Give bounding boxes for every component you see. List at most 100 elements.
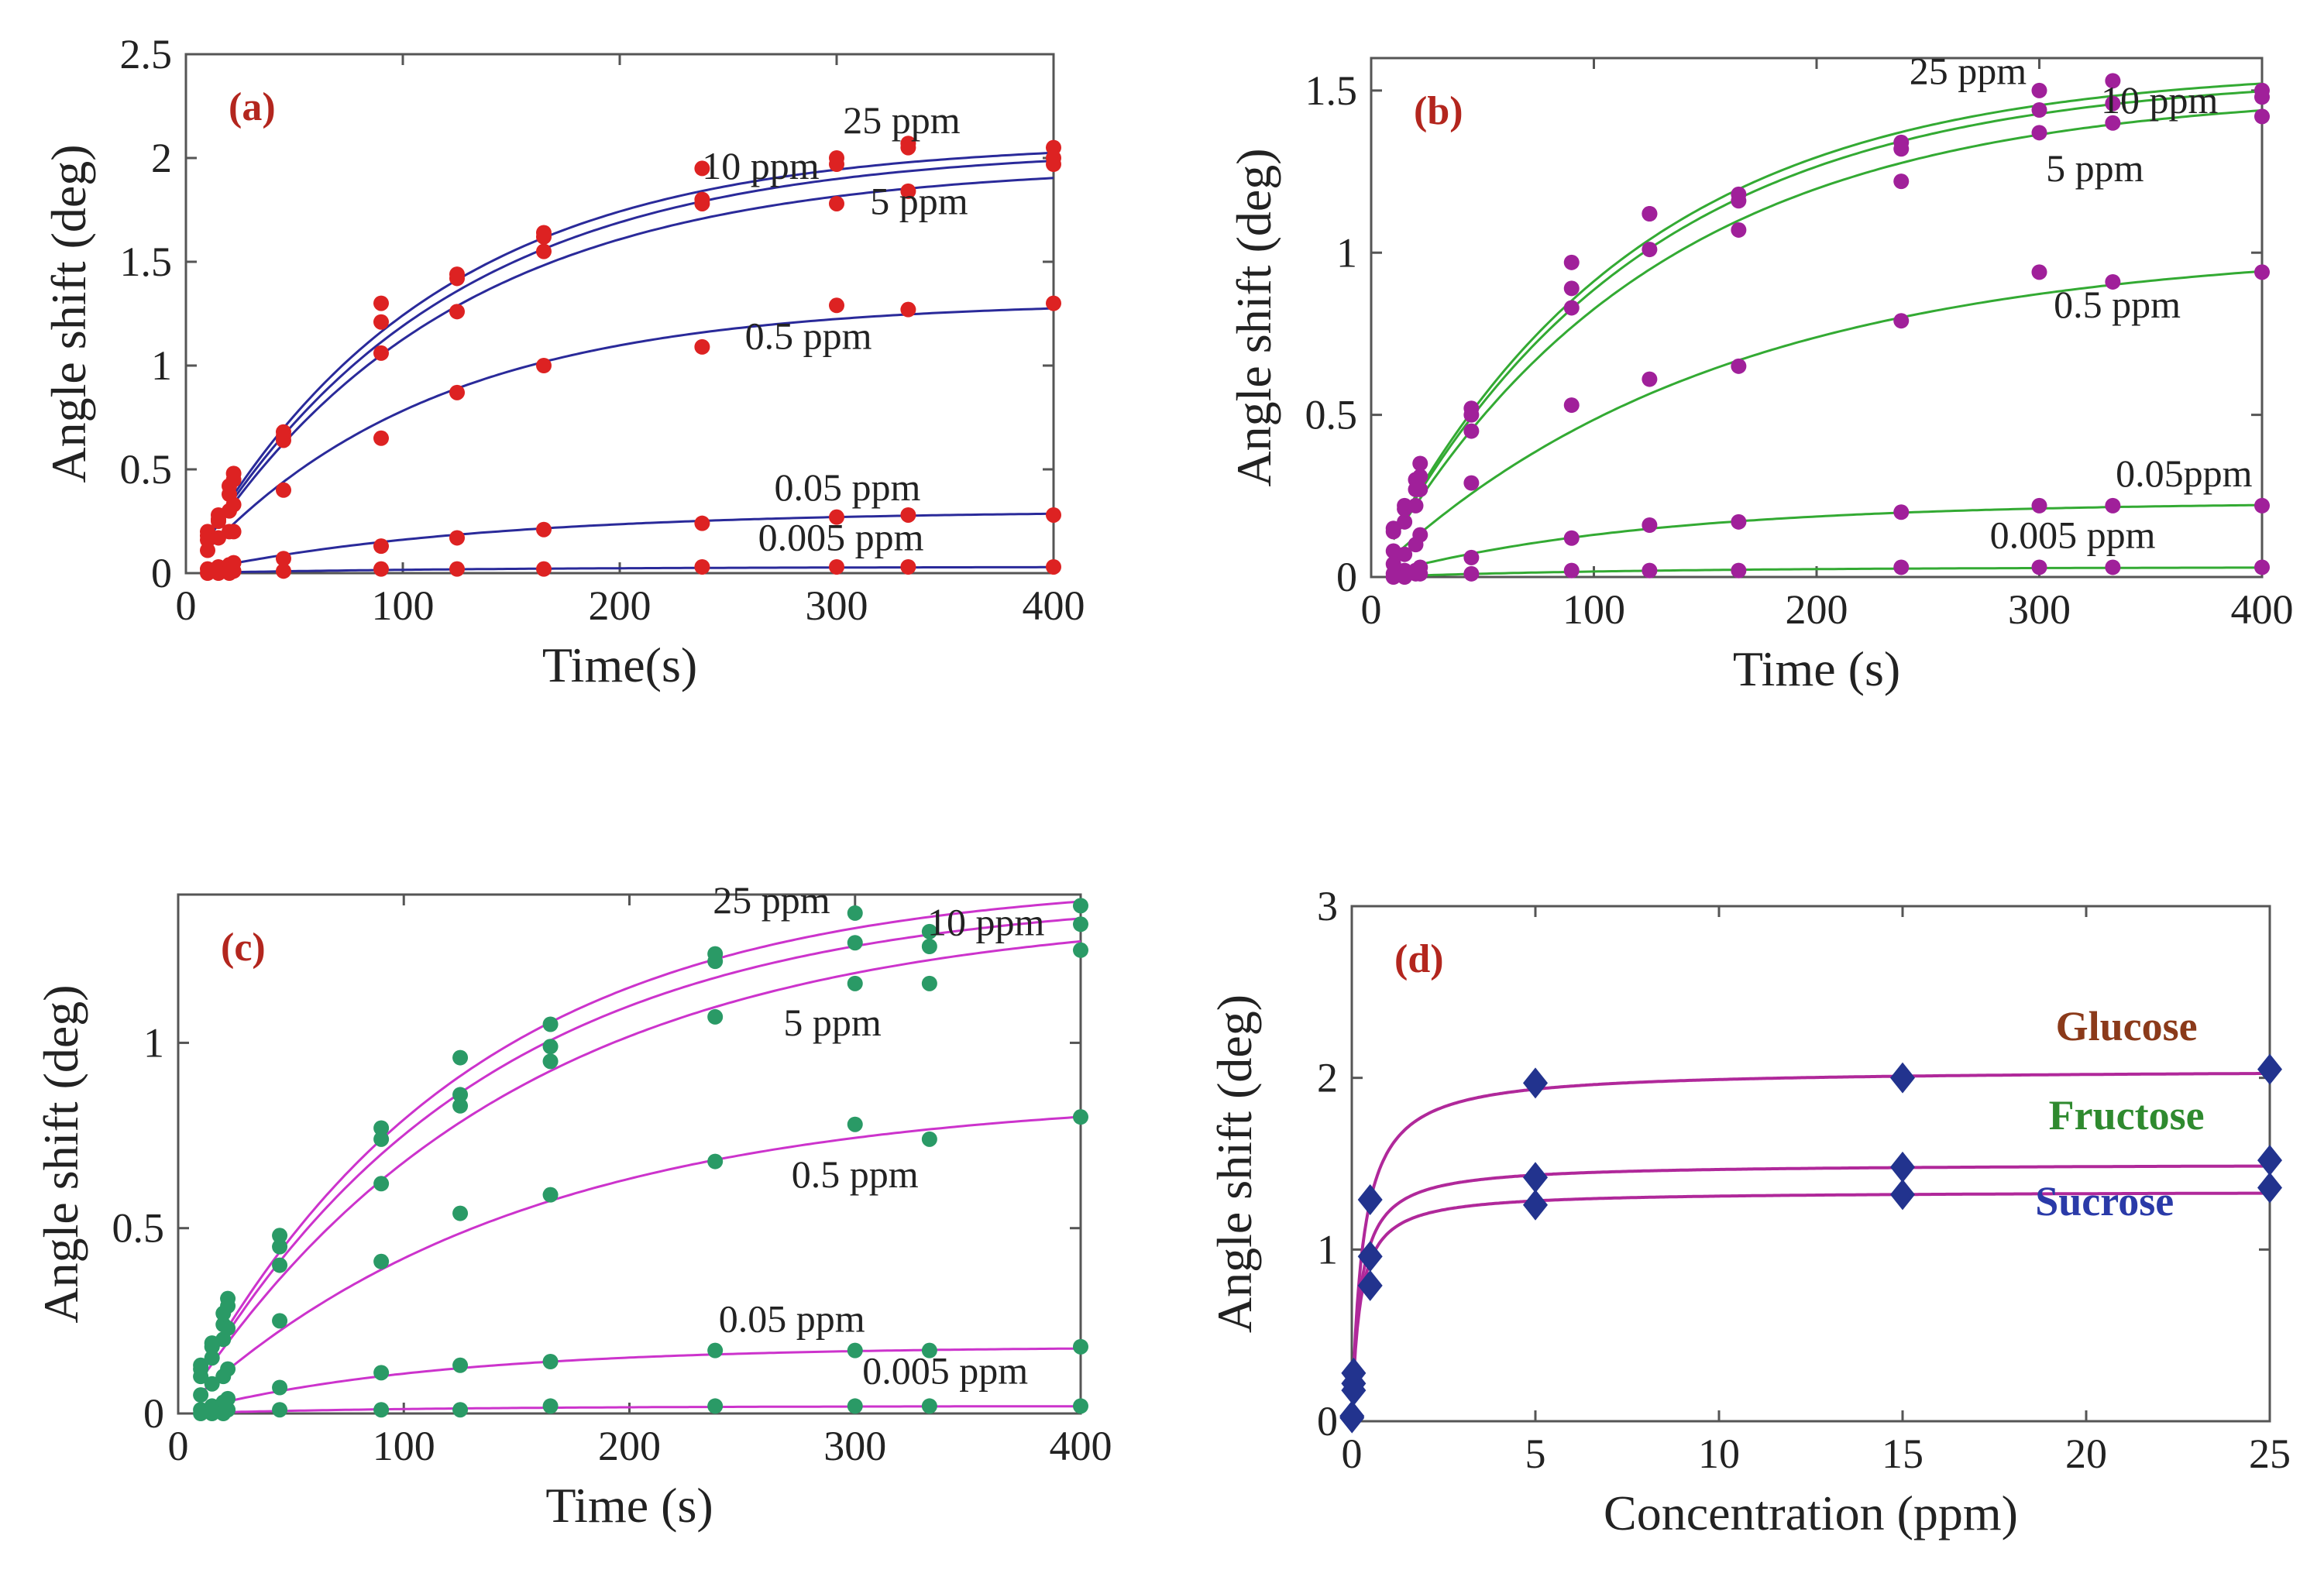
data-point	[1731, 222, 1747, 238]
data-point	[1073, 942, 1088, 958]
data-point-diamond	[1890, 1151, 1915, 1183]
data-point	[536, 561, 552, 577]
data-point	[373, 1402, 390, 1418]
panel-3: 0 100 200 300 400 0 0.5 1 Time (s) Angle shift (d…	[33, 878, 1112, 1533]
series-label: 0.05 ppm	[775, 465, 921, 509]
x-tick-label: 100	[1563, 586, 1625, 633]
data-point	[1073, 1398, 1088, 1414]
data-point	[211, 565, 226, 581]
data-point-diamond	[1339, 1402, 1365, 1434]
data-point	[1731, 514, 1747, 530]
series-label: 0.5 ppm	[792, 1152, 919, 1196]
data-point	[900, 139, 916, 156]
y-axis-label: Angle shift (deg)	[41, 144, 96, 483]
data-point	[2105, 273, 2121, 290]
data-point	[847, 905, 863, 921]
fit-curve	[1392, 82, 2262, 535]
data-point	[373, 430, 389, 446]
plot-frame	[1350, 905, 2271, 1423]
series-label: 0.05 ppm	[719, 1297, 865, 1341]
data-point	[1731, 562, 1747, 579]
data-point	[921, 923, 937, 939]
data-point	[1563, 300, 1580, 316]
data-point	[452, 1205, 469, 1221]
y-tick-label: 0.5	[1305, 392, 1358, 438]
y-tick-label: 1.5	[1305, 67, 1358, 114]
data-point-diamond	[1890, 1062, 1915, 1094]
data-point	[1073, 898, 1088, 914]
data-point-diamond	[1523, 1162, 1548, 1194]
data-point	[373, 1253, 390, 1269]
x-tick-label: 100	[372, 582, 435, 629]
fit-curve	[206, 151, 1054, 537]
data-point	[452, 1087, 469, 1103]
data-point	[900, 507, 916, 523]
data-point	[1731, 358, 1747, 374]
data-point	[2254, 559, 2270, 575]
data-point	[2031, 125, 2047, 141]
data-point	[449, 530, 465, 546]
y-tick-label: 1	[1336, 229, 1357, 276]
data-point	[694, 160, 710, 177]
data-point	[276, 563, 291, 579]
data-point	[542, 1187, 559, 1203]
data-point	[452, 1097, 469, 1114]
data-point	[2105, 115, 2121, 131]
data-point	[200, 565, 215, 581]
panel-tag: (b)	[1414, 89, 1463, 133]
data-point	[1046, 156, 1061, 173]
x-tick-label: 0	[168, 1423, 189, 1469]
data-point	[1731, 193, 1747, 209]
series-label: 0.005 ppm	[1990, 513, 2156, 556]
data-point	[1893, 173, 1910, 190]
data-point	[225, 563, 242, 579]
x-axis-label: Time(s)	[542, 637, 697, 692]
y-axis-label: Angle shift (deg)	[1226, 148, 1281, 486]
y-tick-label: 0	[1336, 554, 1357, 600]
data-point	[1893, 313, 1910, 329]
x-tick-label: 400	[1023, 582, 1085, 629]
fit-curve	[207, 565, 1054, 573]
y-tick-label: 0.5	[112, 1205, 165, 1252]
fit-curve	[207, 512, 1054, 570]
data-point	[373, 538, 389, 555]
data-point	[272, 1228, 288, 1244]
data-point-diamond	[1523, 1189, 1548, 1221]
y-tick-label: 1	[143, 1019, 164, 1066]
data-point	[272, 1257, 288, 1273]
panel-tag: (d)	[1394, 937, 1444, 981]
data-point	[1073, 916, 1088, 933]
data-point	[2105, 497, 2121, 514]
data-point	[1463, 549, 1480, 565]
data-point	[2105, 559, 2121, 575]
data-point-diamond	[2257, 1145, 2282, 1176]
series-label: Sucrose	[2035, 1178, 2174, 1224]
fit-curve	[199, 917, 1081, 1376]
x-tick-label: 0	[176, 582, 197, 629]
fit-curve	[201, 1405, 1081, 1413]
data-point	[2105, 73, 2121, 89]
y-axis-label: Angle shift (deg)	[1207, 994, 1262, 1333]
y-tick-label: 2	[1317, 1055, 1338, 1101]
fit-curve	[199, 900, 1081, 1373]
data-point	[847, 1342, 863, 1358]
x-axis-label: Time (s)	[545, 1478, 713, 1533]
data-point	[452, 1357, 469, 1373]
series-label: Glucose	[2056, 1003, 2198, 1049]
data-point	[276, 482, 291, 498]
data-point	[220, 1320, 236, 1336]
fit-curve	[1352, 1164, 2268, 1421]
data-point	[847, 1116, 863, 1132]
x-tick-label: 100	[373, 1423, 435, 1469]
series-label: 0.05ppm	[2116, 452, 2253, 495]
data-point	[829, 558, 844, 575]
data-point-diamond	[2257, 1172, 2282, 1204]
fit-curve	[200, 1115, 1081, 1394]
data-point	[1463, 423, 1480, 439]
data-point	[272, 1313, 288, 1329]
data-point	[2031, 82, 2047, 98]
data-point	[2031, 497, 2047, 514]
data-point-diamond	[1523, 1067, 1548, 1099]
data-point	[542, 1354, 559, 1369]
data-point	[1397, 546, 1413, 562]
